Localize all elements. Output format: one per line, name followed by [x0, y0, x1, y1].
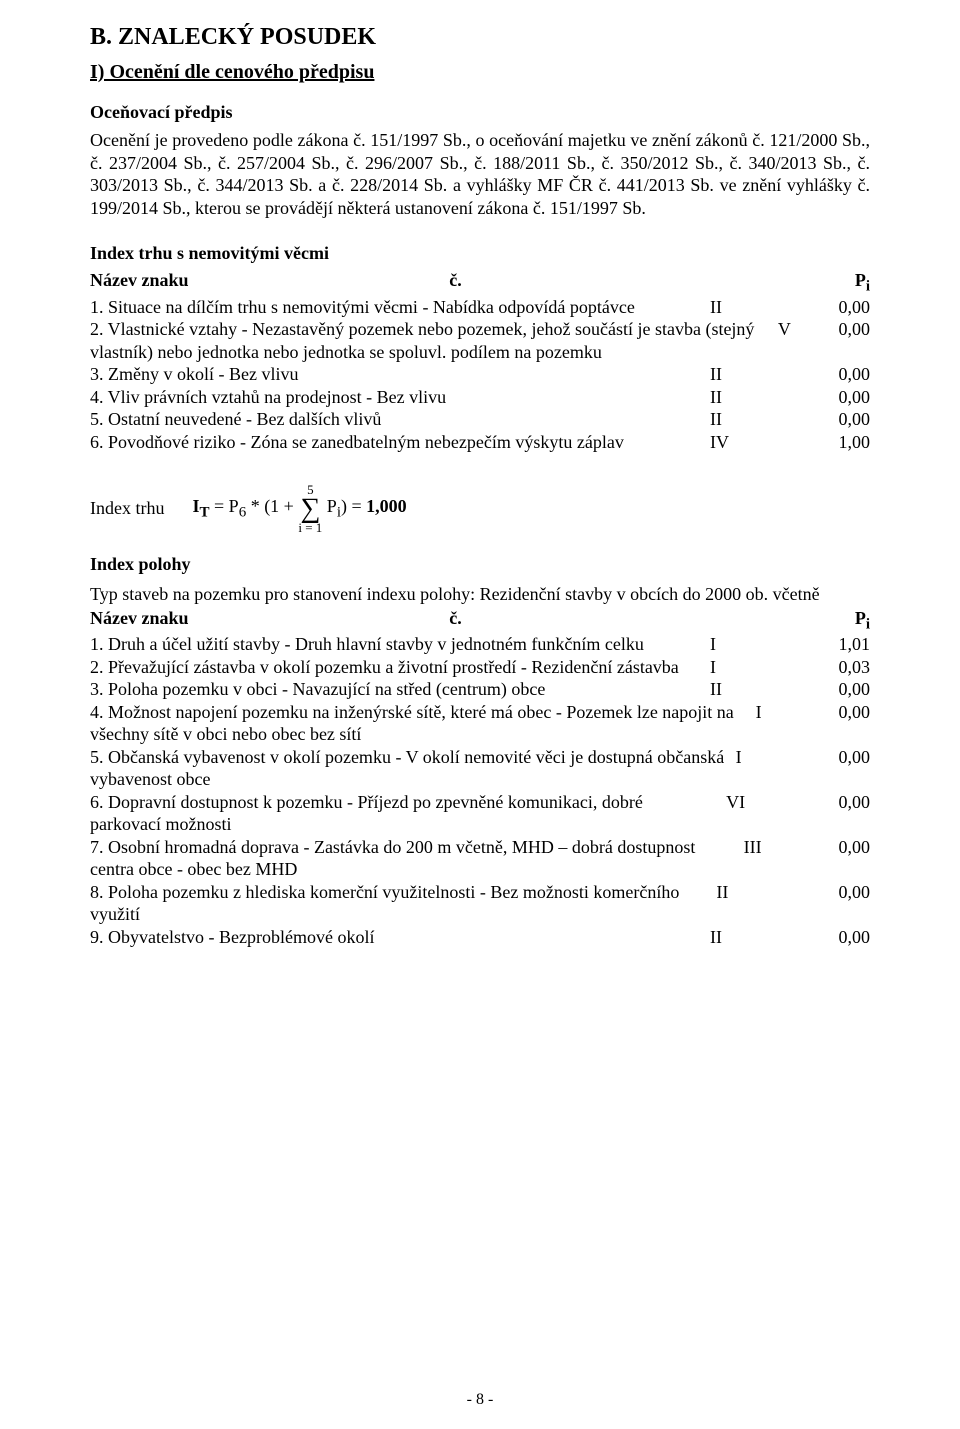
polohy-row: 6. Dopravní dostupnost k pozemku - Příje… — [90, 791, 870, 836]
polohy-p: 0,03 — [810, 656, 870, 679]
trhu-p: 0,00 — [810, 296, 870, 319]
trhu-row: 5. Ostatní neuvedené - Bez dalších vlivů… — [90, 408, 870, 431]
trhu-row: 3. Změny v okolí - Bez vlivu II 0,00 — [90, 363, 870, 386]
predpis-heading: Oceňovací předpis — [90, 102, 870, 123]
predpis-text: Ocenění je provedeno podle zákona č. 151… — [90, 129, 870, 219]
polohy-label: 5. Občanská vybavenost v okolí pozemku -… — [90, 746, 736, 791]
index-polohy-header: Název znaku č. Pi — [90, 608, 870, 634]
sum-bot: i = 1 — [298, 521, 322, 534]
polohy-p: 0,00 — [823, 836, 870, 881]
polohy-p: 1,01 — [810, 633, 870, 656]
trhu-label: 1. Situace na dílčím trhu s nemovitými v… — [90, 296, 710, 319]
trhu-label: 5. Ostatní neuvedené - Bez dalších vlivů — [90, 408, 710, 431]
trhu-c: II — [710, 408, 810, 431]
polohy-label: 3. Poloha pozemku v obci - Navazující na… — [90, 678, 710, 701]
trhu-p: 0,00 — [810, 408, 870, 431]
polohy-row: 8. Poloha pozemku z hlediska komerční vy… — [90, 881, 870, 926]
index-trhu-formula: Index trhu IT = P6 * (1 + 5 Pi) = 1,000 … — [90, 483, 870, 534]
polohy-row: 9. Obyvatelstvo - Bezproblémové okolí II… — [90, 926, 870, 949]
polohy-label: 7. Osobní hromadná doprava - Zastávka do… — [90, 836, 744, 881]
trhu-label: 2. Vlastnické vztahy - Nezastavěný pozem… — [90, 318, 778, 363]
trhu-c: V — [778, 318, 836, 363]
polohy-row: 7. Osobní hromadná doprava - Zastávka do… — [90, 836, 870, 881]
typ-staveb-text: Typ staveb na pozemku pro stanovení inde… — [90, 583, 870, 606]
formula-left: IT = P6 * (1 + — [192, 483, 298, 534]
trhu-c: II — [710, 386, 810, 409]
polohy-p: 0,00 — [812, 881, 870, 926]
header-name: Název znaku — [90, 608, 189, 634]
trhu-c: II — [710, 363, 810, 386]
sigma-icon: ∑ — [298, 496, 322, 521]
trhu-label: 4. Vliv právních vztahů na prodejnost - … — [90, 386, 710, 409]
polohy-c: II — [716, 881, 812, 926]
trhu-row: 4. Vliv právních vztahů na prodejnost - … — [90, 386, 870, 409]
trhu-p: 0,00 — [835, 318, 870, 363]
trhu-c: II — [710, 296, 810, 319]
header-c: č. — [449, 270, 549, 296]
trhu-row: 6. Povodňové riziko - Zóna se zanedbatel… — [90, 431, 870, 454]
polohy-p: 0,00 — [810, 678, 870, 701]
header-name: Název znaku — [90, 270, 189, 296]
formula-right: Pi) = 1,000 — [322, 483, 406, 534]
trhu-p: 0,00 — [810, 386, 870, 409]
polohy-row: 1. Druh a účel užití stavby - Druh hlavn… — [90, 633, 870, 656]
polohy-label: 6. Dopravní dostupnost k pozemku - Příje… — [90, 791, 726, 836]
index-trhu-title: Index trhu s nemovitými věcmi — [90, 243, 870, 264]
polohy-c: I — [756, 701, 828, 746]
polohy-label: 2. Převažující zástavba v okolí pozemku … — [90, 656, 710, 679]
trhu-row: 1. Situace na dílčím trhu s nemovitými v… — [90, 296, 870, 319]
trhu-c: IV — [710, 431, 810, 454]
polohy-c: I — [710, 633, 810, 656]
polohy-row: 2. Převažující zástavba v okolí pozemku … — [90, 656, 870, 679]
polohy-label: 9. Obyvatelstvo - Bezproblémové okolí — [90, 926, 710, 949]
trhu-row: 2. Vlastnické vztahy - Nezastavěný pozem… — [90, 318, 870, 363]
polohy-c: VI — [726, 791, 816, 836]
main-title: B. ZNALECKÝ POSUDEK — [90, 24, 870, 51]
header-c: č. — [449, 608, 549, 634]
polohy-c: I — [736, 746, 820, 791]
polohy-p: 0,00 — [816, 791, 870, 836]
sub-title: I) Ocenění dle cenového předpisu — [90, 61, 870, 84]
polohy-row: 3. Poloha pozemku v obci - Navazující na… — [90, 678, 870, 701]
index-trhu-header: Název znaku č. Pi — [90, 270, 870, 296]
polohy-label: 4. Možnost napojení pozemku na inženýrsk… — [90, 701, 756, 746]
polohy-row: 4. Možnost napojení pozemku na inženýrsk… — [90, 701, 870, 746]
trhu-label: 3. Změny v okolí - Bez vlivu — [90, 363, 710, 386]
index-polohy-title: Index polohy — [90, 554, 870, 575]
polohy-c: I — [710, 656, 810, 679]
page-number: - 8 - — [0, 1391, 960, 1409]
polohy-c: II — [710, 926, 810, 949]
polohy-p: 0,00 — [820, 746, 870, 791]
polohy-label: 8. Poloha pozemku z hlediska komerční vy… — [90, 881, 716, 926]
trhu-p: 1,00 — [810, 431, 870, 454]
polohy-c: III — [744, 836, 823, 881]
polohy-p: 0,00 — [810, 926, 870, 949]
header-p: Pi — [810, 270, 870, 296]
polohy-row: 5. Občanská vybavenost v okolí pozemku -… — [90, 746, 870, 791]
polohy-p: 0,00 — [827, 701, 870, 746]
formula-lead: Index trhu — [90, 483, 192, 534]
polohy-label: 1. Druh a účel užití stavby - Druh hlavn… — [90, 633, 710, 656]
header-p: Pi — [810, 608, 870, 634]
trhu-p: 0,00 — [810, 363, 870, 386]
trhu-label: 6. Povodňové riziko - Zóna se zanedbatel… — [90, 431, 710, 454]
polohy-c: II — [710, 678, 810, 701]
